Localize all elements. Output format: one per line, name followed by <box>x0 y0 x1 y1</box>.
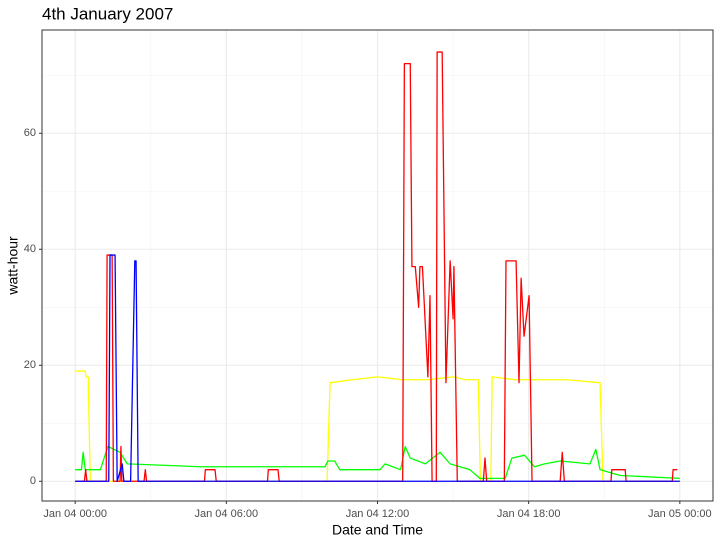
y-tick-label: 0 <box>30 475 36 487</box>
y-tick-label: 60 <box>24 127 36 139</box>
y-axis-label: watt-hour <box>5 236 21 296</box>
x-axis-label: Date and Time <box>332 522 423 538</box>
y-tick-label: 20 <box>24 359 36 371</box>
series-line <box>75 445 680 480</box>
chart-title: 4th January 2007 <box>42 4 173 23</box>
y-tick-label: 40 <box>24 243 36 255</box>
x-tick-label: Jan 05 00:00 <box>648 508 712 520</box>
lines <box>75 51 680 482</box>
series-line <box>75 254 680 482</box>
x-tick-label: Jan 04 06:00 <box>195 508 259 520</box>
series-line <box>75 370 680 482</box>
x-tick-label: Jan 04 18:00 <box>497 508 561 520</box>
x-tick-label: Jan 04 12:00 <box>346 508 410 520</box>
x-tick-label: Jan 04 00:00 <box>43 508 107 520</box>
